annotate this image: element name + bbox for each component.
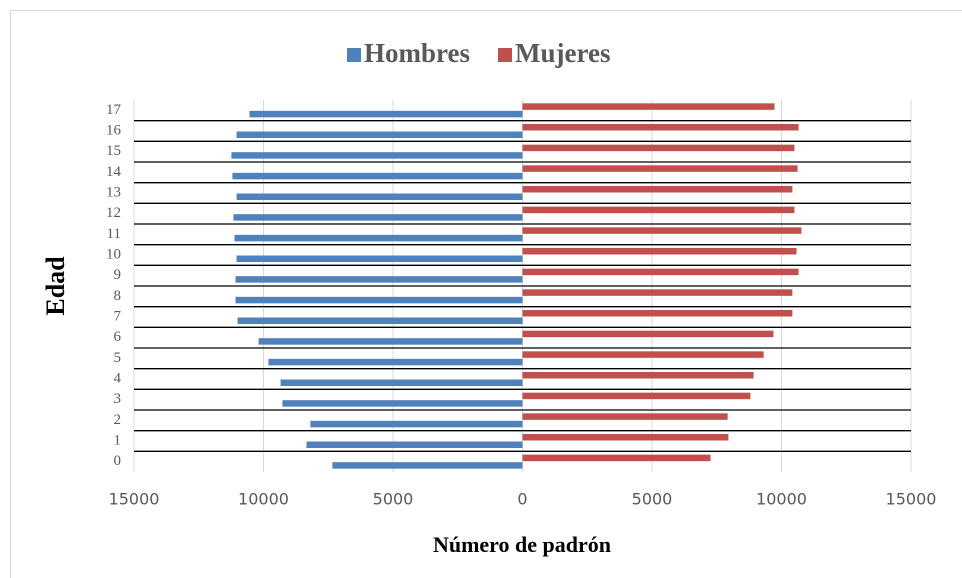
y-tick-label: 8 — [114, 288, 122, 304]
y-tick-label: 6 — [114, 329, 122, 345]
bar — [282, 400, 523, 407]
x-tick-label: 0 — [517, 490, 527, 509]
y-tick-label: 3 — [114, 391, 122, 407]
y-tick-label: 5 — [114, 350, 122, 366]
bar — [280, 379, 523, 386]
y-tick-label: 2 — [114, 412, 122, 428]
y-tick-label: 17 — [106, 102, 122, 118]
bar — [522, 413, 728, 420]
bar — [235, 276, 523, 283]
x-tick-label: 5000 — [632, 490, 673, 509]
y-tick-label: 9 — [114, 267, 122, 283]
y-tick-label: 11 — [107, 226, 121, 242]
bar — [233, 214, 523, 221]
y-tick-label: 7 — [114, 308, 122, 324]
legend-label: Hombres — [364, 38, 470, 68]
y-tick-label: 4 — [114, 370, 122, 386]
bar — [522, 310, 793, 317]
bar — [310, 420, 523, 428]
x-tick-label: 5000 — [373, 490, 414, 509]
y-tick-label: 14 — [106, 164, 122, 180]
y-tick-label: 12 — [106, 205, 121, 221]
y-tick-label: 15 — [106, 143, 121, 159]
y-tick-label: 10 — [106, 246, 121, 262]
bar — [332, 462, 523, 469]
bar — [231, 152, 523, 159]
bar — [236, 193, 523, 200]
bar — [522, 372, 754, 379]
bar — [237, 317, 523, 324]
bar — [522, 227, 802, 234]
legend-swatch — [498, 48, 512, 62]
bar — [522, 330, 774, 338]
bar — [522, 206, 795, 214]
bar — [235, 296, 523, 304]
x-axis-label: Número de padrón — [433, 532, 611, 557]
bar — [258, 338, 523, 345]
legend-swatch — [347, 48, 361, 62]
bar — [236, 255, 523, 262]
legend-label: Mujeres — [515, 38, 610, 68]
bar — [522, 144, 795, 152]
bar — [522, 103, 775, 110]
bar — [234, 234, 523, 242]
y-tick-label: 16 — [106, 122, 122, 138]
x-tick-label: 15000 — [886, 490, 937, 509]
frame — [10, 10, 962, 578]
bar — [522, 124, 799, 131]
y-tick-label: 13 — [106, 184, 121, 200]
y-axis-label: Edad — [41, 256, 70, 316]
bar — [306, 441, 523, 448]
bar — [522, 268, 799, 276]
bar — [236, 131, 523, 138]
bar — [522, 454, 711, 462]
bar — [522, 351, 764, 358]
bar — [522, 186, 793, 193]
bar — [522, 434, 729, 441]
bar — [522, 165, 798, 172]
bar — [249, 110, 523, 118]
bar — [232, 172, 523, 180]
bar — [268, 358, 523, 366]
bar — [522, 392, 751, 400]
x-tick-label: 15000 — [109, 490, 160, 509]
y-tick-label: 0 — [114, 453, 122, 469]
bar — [522, 248, 797, 255]
x-tick-label: 10000 — [238, 490, 289, 509]
x-tick-label: 10000 — [756, 490, 807, 509]
bar — [522, 289, 793, 296]
y-tick-label: 1 — [114, 432, 122, 448]
